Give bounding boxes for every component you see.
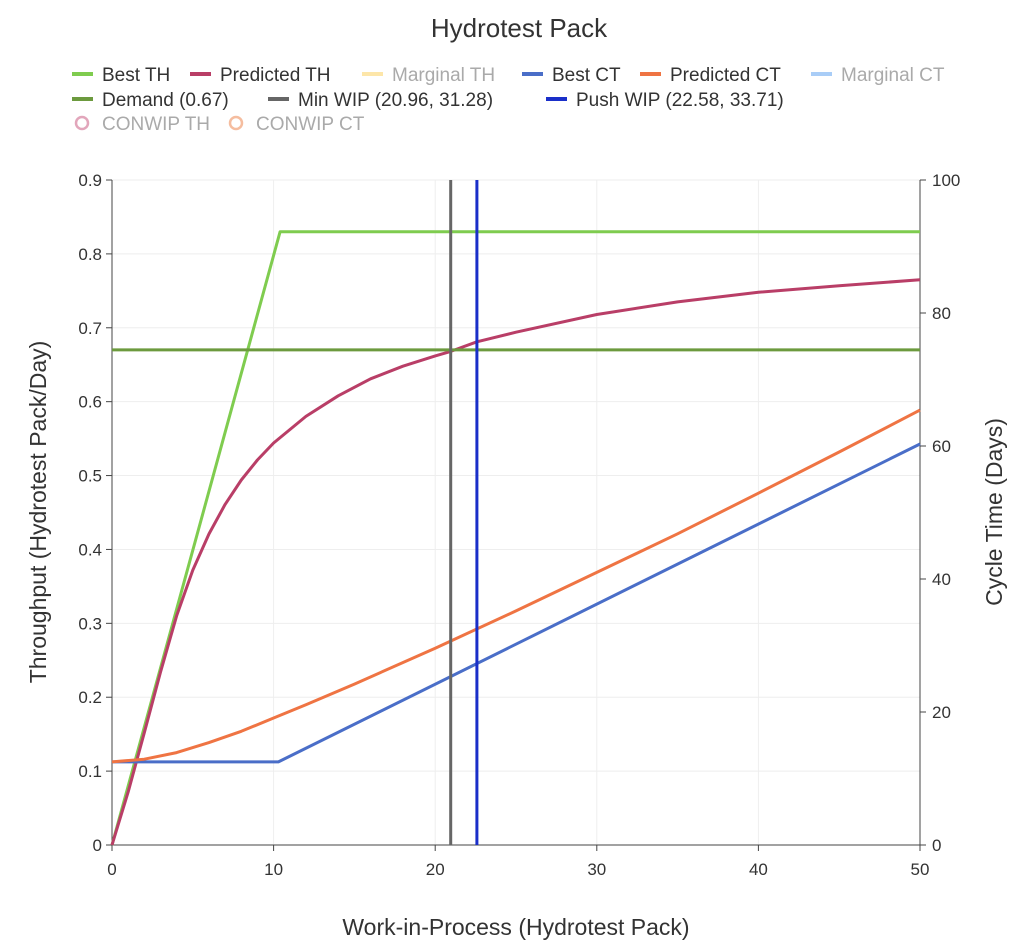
series-layer	[110, 180, 921, 846]
legend-label-best-th: Best TH	[102, 65, 170, 86]
y-right-tick-label: 0	[932, 836, 941, 855]
y-left-tick-label: 0.9	[78, 171, 102, 190]
legend-item-predicted-ct: Predicted CT	[640, 65, 781, 86]
y-right-tick-label: 40	[932, 570, 951, 589]
legend-item-marginal-ct: Marginal CT	[811, 65, 945, 86]
legend-item-conwip-ct: CONWIP CT	[228, 114, 365, 135]
y-left-tick-label: 0.5	[78, 467, 102, 486]
axes: 0 10 20 30 40 5000.10.20.30.40.50.60.70.80.90…	[78, 171, 960, 879]
y-left-tick-label: 0.8	[78, 245, 102, 264]
legend-label-push-wip-22-58-33-71: Push WIP (22.58, 33.71)	[576, 90, 784, 111]
y-right-tick-label: 60	[932, 437, 951, 456]
legend-label-demand-0-67: Demand (0.67)	[102, 90, 229, 111]
grid	[111, 179, 921, 846]
y-right-tick-label: 80	[932, 304, 951, 323]
legend-item-min-wip-20-96-31-28: Min WIP (20.96, 31.28)	[268, 90, 493, 111]
legend: Best TH Predicted TH Marginal TH Best CT Pre…	[72, 65, 945, 135]
x-tick-label: 40	[749, 860, 768, 879]
y-left-tick-label: 0	[93, 836, 102, 855]
legend-label-predicted-th: Predicted TH	[220, 65, 331, 86]
legend-label-marginal-ct: Marginal CT	[841, 65, 945, 86]
y-right-tick-label: 20	[932, 703, 951, 722]
y-right-tick-label: 100	[932, 171, 960, 190]
legend-item-best-th: Best TH	[72, 65, 170, 86]
y-left-tick-label: 0.7	[78, 319, 102, 338]
legend-marker-conwip-ct	[228, 115, 244, 131]
series-line-best-th	[110, 230, 920, 846]
y-left-tick-label: 0.1	[78, 762, 102, 781]
legend-item-push-wip-22-58-33-71: Push WIP (22.58, 33.71)	[546, 90, 784, 111]
series-line-predicted-th	[110, 278, 921, 846]
legend-label-best-ct: Best CT	[552, 65, 621, 86]
y-axis-left-title: Throughput (Hydrotest Pack/Day)	[25, 341, 51, 684]
legend-label-predicted-ct: Predicted CT	[670, 65, 781, 86]
x-axis-title: Work-in-Process (Hydrotest Pack)	[342, 914, 689, 940]
legend-label-conwip-ct: CONWIP CT	[256, 114, 365, 135]
series-line-best-ct	[112, 442, 921, 764]
legend-item-predicted-th: Predicted TH	[190, 65, 331, 86]
x-tick-label: 0	[107, 860, 116, 879]
legend-item-demand-0-67: Demand (0.67)	[72, 90, 229, 111]
y-left-tick-label: 0.3	[78, 614, 102, 633]
legend-marker-conwip-th	[74, 115, 90, 131]
x-tick-label: 10	[264, 860, 283, 879]
y-left-tick-label: 0.2	[78, 688, 102, 707]
series-line-predicted-ct	[111, 408, 921, 764]
legend-label-conwip-th: CONWIP TH	[102, 114, 210, 135]
x-tick-label: 50	[911, 860, 930, 879]
x-tick-label: 30	[587, 860, 606, 879]
x-tick-label: 20	[426, 860, 445, 879]
legend-item-marginal-th: Marginal TH	[362, 65, 495, 86]
y-axis-right-title: Cycle Time (Days)	[981, 418, 1007, 606]
legend-label-marginal-th: Marginal TH	[392, 65, 495, 86]
y-left-tick-label: 0.6	[78, 393, 102, 412]
y-left-tick-label: 0.4	[78, 540, 102, 559]
legend-label-min-wip-20-96-31-28: Min WIP (20.96, 31.28)	[298, 90, 493, 111]
chart-title: Hydrotest Pack	[431, 13, 608, 43]
legend-item-conwip-th: CONWIP TH	[74, 114, 210, 135]
legend-item-best-ct: Best CT	[522, 65, 621, 86]
